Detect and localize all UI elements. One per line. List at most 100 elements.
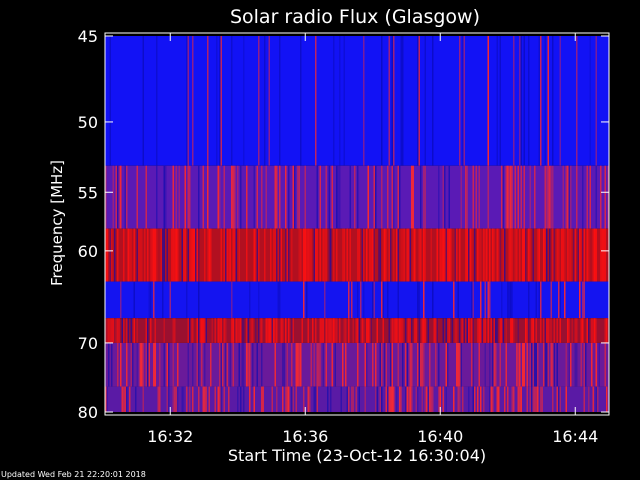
band-streak	[513, 318, 515, 343]
band-shade	[495, 318, 497, 343]
band-streak	[567, 228, 569, 282]
band-streak	[322, 228, 324, 282]
band-streak	[408, 228, 410, 282]
band-streak	[105, 228, 107, 282]
band-shade	[432, 281, 434, 319]
band-streak	[561, 228, 563, 282]
band-streak	[397, 165, 399, 229]
band-streak	[379, 386, 381, 412]
band-streak	[351, 386, 353, 412]
band-shade	[427, 386, 429, 412]
band-shade	[261, 342, 263, 387]
band-streak	[568, 228, 570, 282]
band-shade	[204, 342, 206, 387]
band-streak	[318, 342, 320, 387]
band-shade	[156, 165, 158, 229]
band-streak	[120, 165, 122, 229]
band-streak	[399, 318, 401, 343]
band-streak	[570, 228, 572, 282]
band-shade	[496, 318, 498, 343]
band-streak	[424, 165, 426, 229]
band-shade	[532, 228, 534, 282]
band-shade	[121, 318, 123, 343]
band-shade	[384, 342, 386, 387]
band-streak	[118, 165, 120, 229]
band-streak	[319, 342, 321, 387]
band-streak	[391, 386, 393, 412]
band-shade	[525, 228, 527, 282]
band-streak	[228, 228, 230, 282]
band-shade	[468, 386, 470, 412]
frequency-bands	[105, 36, 609, 412]
band-streak	[219, 165, 221, 229]
band-streak	[390, 386, 392, 412]
band-streak	[556, 386, 558, 412]
band-shade	[187, 342, 189, 387]
band-shade	[147, 342, 149, 387]
band-streak	[498, 228, 500, 282]
band-streak	[112, 165, 114, 229]
band-streak	[508, 228, 510, 282]
band-streak	[273, 228, 275, 282]
band-streak	[543, 228, 545, 282]
band-streak	[229, 228, 231, 282]
band-streak	[297, 165, 299, 229]
band-streak	[523, 342, 525, 387]
band-streak	[295, 386, 297, 412]
band-streak	[220, 36, 222, 166]
band-streak	[246, 165, 248, 229]
band-shade	[442, 318, 444, 343]
band-streak	[522, 228, 524, 282]
band-shade	[130, 318, 132, 343]
band-shade	[276, 228, 278, 282]
band-streak	[366, 228, 368, 282]
band-streak	[373, 281, 375, 319]
band-streak	[352, 318, 354, 343]
band-streak	[106, 228, 108, 282]
band-streak	[304, 228, 306, 282]
band-streak	[192, 318, 194, 343]
band-streak	[238, 318, 240, 343]
band-streak	[385, 342, 387, 387]
band-streak	[375, 342, 377, 387]
band-streak	[226, 228, 228, 282]
band-shade	[156, 36, 158, 166]
band-streak	[484, 228, 486, 282]
band-streak	[319, 318, 321, 343]
band-streak	[528, 228, 530, 282]
band-streak	[408, 318, 410, 343]
band-streak	[483, 318, 485, 343]
band-streak	[526, 386, 528, 412]
band-streak	[355, 386, 357, 412]
band-streak	[399, 386, 401, 412]
band-streak	[447, 228, 449, 282]
band-streak	[523, 228, 525, 282]
band-shade	[472, 318, 474, 343]
band-streak	[489, 281, 491, 319]
band-streak	[487, 36, 489, 166]
band-shade	[361, 228, 363, 282]
band-streak	[519, 386, 521, 412]
band-shade	[381, 36, 383, 166]
band-streak	[247, 342, 249, 387]
band-streak	[468, 318, 470, 343]
band-streak	[385, 228, 387, 282]
band-streak	[138, 228, 140, 282]
band-streak	[441, 228, 443, 282]
band-streak	[595, 342, 597, 387]
band-shade	[186, 281, 188, 319]
band-shade	[595, 386, 597, 412]
band-shade	[328, 165, 330, 229]
band-streak	[591, 342, 593, 387]
band-streak	[559, 318, 561, 343]
band-streak	[540, 318, 542, 343]
band-streak	[342, 342, 344, 387]
band-streak	[334, 318, 336, 343]
band-streak	[499, 342, 501, 387]
band-streak	[268, 318, 270, 343]
band-streak	[234, 228, 236, 282]
band-streak	[418, 228, 420, 282]
band-streak	[508, 165, 510, 229]
band-shade	[163, 342, 165, 387]
band-streak	[178, 165, 180, 229]
